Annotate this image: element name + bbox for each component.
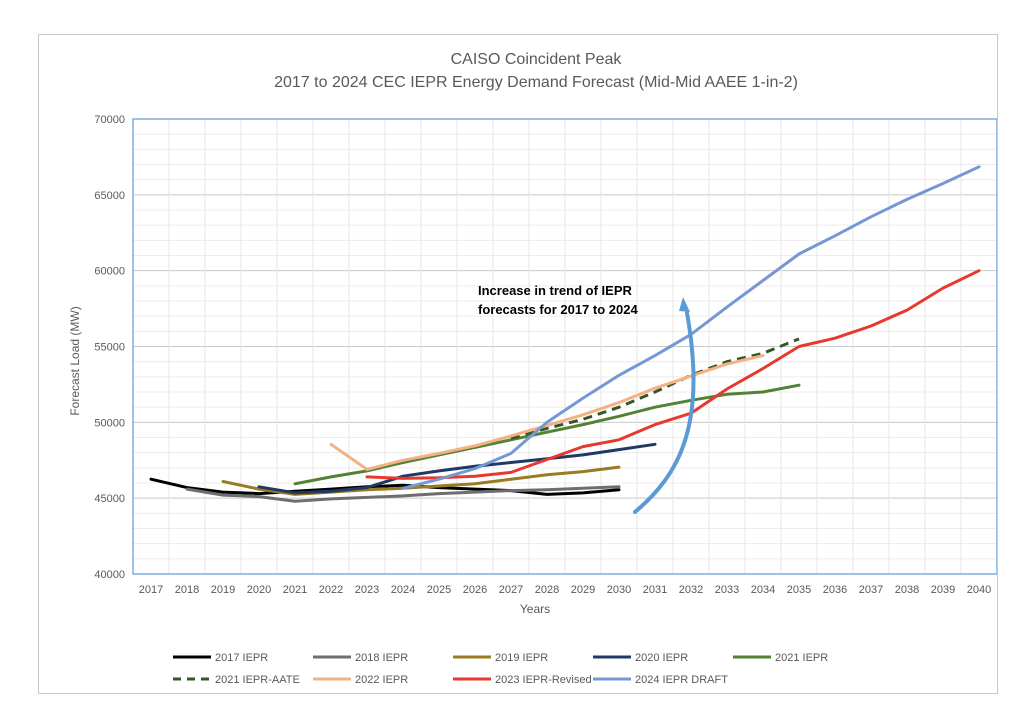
x-axis-label: Years [520,602,550,616]
y-axis-ticks: 40000 45000 50000 55000 60000 65000 70000 [94,114,125,581]
x-tick-label: 2040 [967,584,991,596]
chart-frame: CAISO Coincident Peak 2017 to 2024 CEC I… [38,34,998,694]
x-tick-label: 2026 [463,584,487,596]
series-line-2018-iepr [185,485,621,503]
x-tick-label: 2025 [427,584,451,596]
x-tick-label: 2038 [895,584,919,596]
y-tick-label: 40000 [94,569,125,581]
legend-label: 2019 IEPR [495,652,548,664]
y-tick-label: 60000 [94,266,125,278]
x-tick-label: 2039 [931,584,955,596]
x-tick-label: 2020 [247,584,271,596]
x-tick-label: 2029 [571,584,595,596]
y-tick-label: 45000 [94,493,125,505]
x-tick-label: 2036 [823,584,847,596]
x-tick-label: 2033 [715,584,739,596]
x-axis-ticks: 2017 2018 2019 2020 2021 2022 2023 2024 2025 2026… [139,584,991,596]
x-tick-label: 2018 [175,584,199,596]
series-line-2023-iepr-revised [365,269,981,480]
x-tick-label: 2028 [535,584,559,596]
legend: 2017 IEPR 2018 IEPR 2019 IEPR 2020 IEPR 2021… [173,652,828,686]
grid-lines [132,118,997,575]
x-tick-label: 2022 [319,584,343,596]
y-tick-label: 65000 [94,190,125,202]
line-chart: CAISO Coincident Peak 2017 to 2024 CEC I… [68,51,997,686]
x-tick-label: 2023 [355,584,379,596]
x-tick-label: 2027 [499,584,523,596]
y-axis-label: Forecast Load (MW) [68,306,82,415]
legend-label: 2022 IEPR [355,674,408,686]
series-line-2021-iepr-aate [510,337,800,440]
x-tick-label: 2030 [607,584,631,596]
trend-arrow [633,311,696,514]
y-tick-label: 70000 [94,114,125,126]
y-tick-label: 50000 [94,417,125,429]
chart-title: CAISO Coincident Peak [451,51,623,68]
chart-subtitle: 2017 to 2024 CEC IEPR Energy Demand Fore… [274,74,798,91]
x-tick-label: 2032 [679,584,703,596]
annotation-line-2: forecasts for 2017 to 2024 [478,302,638,317]
legend-label: 2017 IEPR [215,652,268,664]
series-line-2019-iepr [221,465,621,496]
plot-area [132,118,997,575]
legend-label: 2023 IEPR-Revised [495,674,592,686]
legend-label: 2020 IEPR [635,652,688,664]
annotation-line-1: Increase in trend of IEPR [478,283,632,298]
x-tick-label: 2034 [751,584,775,596]
y-tick-label: 55000 [94,342,125,354]
legend-label: 2018 IEPR [355,652,408,664]
x-tick-label: 2031 [643,584,667,596]
legend-label: 2021 IEPR-AATE [215,674,300,686]
x-tick-label: 2019 [211,584,235,596]
x-tick-label: 2021 [283,584,307,596]
legend-label: 2024 IEPR DRAFT [635,674,728,686]
trend-arrowhead [679,297,690,312]
series-line-2017-iepr [149,477,621,496]
series-line-2020-iepr [257,442,657,495]
x-tick-label: 2035 [787,584,811,596]
series-line-2022-iepr [329,354,765,471]
x-tick-label: 2017 [139,584,163,596]
x-tick-label: 2024 [391,584,415,596]
legend-label: 2021 IEPR [775,652,828,664]
x-tick-label: 2037 [859,584,883,596]
